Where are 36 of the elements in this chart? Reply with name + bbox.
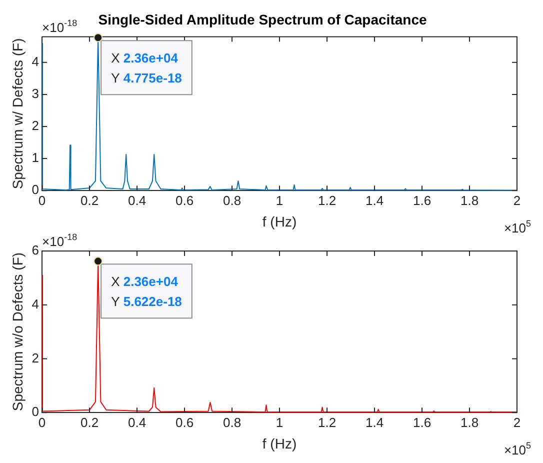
y-tick-label: 4 [32, 54, 40, 70]
annotation: X 2.36e+04 Y 4.775e-18 [111, 50, 182, 86]
x-tick-label: 0.6 [175, 192, 194, 208]
x-tick-label: 0.4 [128, 414, 146, 430]
x-tick-label: 0.8 [222, 414, 242, 430]
x-tick-label: 0.2 [80, 414, 99, 430]
annotation: X 2.36e+04 Y 5.622e-18 [111, 274, 182, 310]
y-tick-label: 0 [32, 182, 40, 198]
x-tick-label: 1.8 [460, 414, 479, 430]
x-tick-label: 1.6 [412, 192, 432, 208]
x-tick-label: 2 [513, 414, 521, 430]
x-tick-label: 1 [276, 414, 284, 430]
x-tick-label: 0.2 [80, 192, 99, 208]
x-tick-label: 0.6 [175, 414, 194, 430]
x-tick-label: 1 [276, 192, 284, 208]
x-axis-title: f (Hz) [262, 435, 297, 452]
x-tick-label: 1.8 [460, 192, 479, 208]
y-axis-title: Spectrum w/ Defects (F) [9, 38, 26, 190]
x-tick-label: 0.4 [128, 192, 146, 208]
y-tick-label: 4 [32, 296, 40, 312]
y-tick-label: 2 [32, 350, 40, 366]
y-tick-label: 1 [32, 150, 40, 166]
chart-title: Single-Sided Amplitude Spectrum of Capacitance [98, 11, 427, 28]
x-tick-label: 0.8 [222, 192, 242, 208]
x-tick-label: 1.2 [318, 414, 336, 430]
y-tick-label: 2 [32, 118, 40, 134]
x-tick-label: 2 [513, 192, 521, 208]
x-tick-label: 1.2 [318, 192, 336, 208]
x-axis-title: f (Hz) [262, 213, 297, 230]
y-axis-title: Spectrum w/o Defects (F) [9, 252, 26, 412]
y-tick-label: 0 [32, 404, 40, 420]
x-tick-label: 1.4 [365, 192, 384, 208]
x-tick-label: 1.4 [365, 414, 384, 430]
x-tick-label: 1.6 [412, 414, 432, 430]
y-tick-label: 6 [32, 242, 40, 258]
y-tick-label: 3 [32, 86, 40, 102]
